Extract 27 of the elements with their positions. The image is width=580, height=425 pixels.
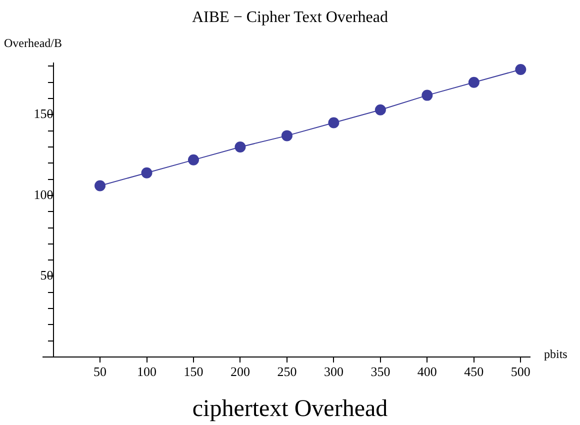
x-tick-label: 450 bbox=[464, 364, 484, 380]
point bbox=[188, 154, 199, 166]
point bbox=[422, 90, 433, 101]
point bbox=[141, 167, 152, 178]
x-tick-label: 350 bbox=[370, 364, 390, 380]
point bbox=[468, 76, 480, 88]
point bbox=[234, 142, 246, 152]
x-tick-label: 150 bbox=[184, 364, 204, 380]
x-tick-label: 500 bbox=[510, 364, 530, 380]
x-axis-title: pbits bbox=[544, 347, 568, 362]
point bbox=[281, 130, 292, 142]
x-tick-label: 250 bbox=[277, 364, 297, 380]
y-tick-label: 100 bbox=[34, 186, 54, 202]
chart-title: AIBE − Cipher Text Overhead bbox=[192, 9, 388, 26]
point bbox=[515, 64, 526, 75]
y-tick-label: 150 bbox=[34, 106, 54, 122]
x-tick-label: 50 bbox=[94, 364, 107, 380]
y-tick-label: 50 bbox=[40, 268, 54, 283]
y-axis-title: Overhead/B bbox=[4, 36, 62, 50]
point bbox=[328, 117, 340, 128]
x-tick-label: 300 bbox=[324, 364, 344, 380]
point bbox=[374, 104, 386, 116]
point bbox=[94, 180, 106, 192]
text: ciphertext Overhead bbox=[192, 396, 388, 422]
x-tick-label: 100 bbox=[137, 364, 157, 380]
x-tick-label: 200 bbox=[230, 364, 250, 380]
x-tick-label: 400 bbox=[417, 364, 437, 380]
